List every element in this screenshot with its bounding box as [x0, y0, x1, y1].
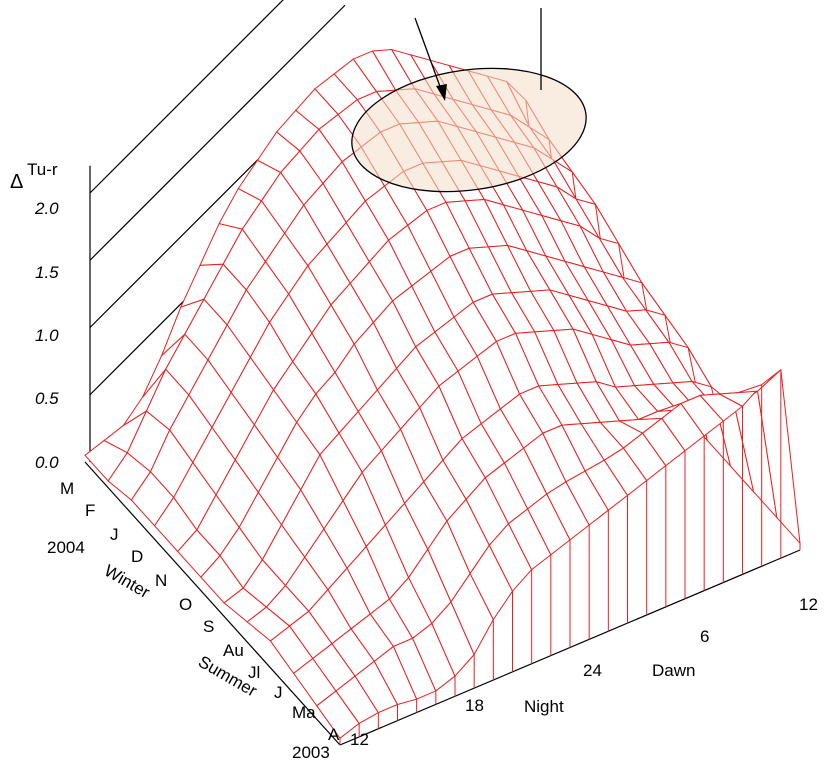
month-tick: N [155, 571, 167, 590]
time-tick: 18 [465, 696, 484, 715]
highlight-ellipse [351, 67, 587, 193]
month-tick: J [110, 525, 119, 544]
month-annotation: Winter [101, 561, 153, 602]
annotation-arrow-line [414, 17, 443, 93]
month-tick: O [179, 595, 192, 614]
month-tick: D [131, 547, 143, 566]
z-tick: 0.5 [35, 389, 59, 408]
month-tick: Ma [292, 703, 316, 722]
month-tick: J [274, 683, 283, 702]
time-annotation: Night [524, 697, 564, 716]
time-tick: 12 [350, 730, 369, 749]
annotation-arrowhead [436, 84, 447, 101]
month-tick: Jl [248, 663, 260, 682]
time-tick: 12 [799, 595, 818, 614]
z-tick: 2.0 [34, 199, 59, 218]
month-tick: M [60, 479, 74, 498]
z-axis-label-superscript: Tu-r [27, 160, 58, 179]
z-axis-label: Δ [10, 171, 23, 193]
month-annotation: 2004 [47, 538, 85, 557]
annotation-arrows [414, 8, 542, 101]
month-tick: Au [223, 641, 244, 660]
time-annotation: Dawn [652, 661, 695, 680]
month-annotation: 2003 [292, 743, 330, 762]
z-tick: 1.5 [35, 263, 59, 282]
month-axis-line [84, 461, 341, 746]
z-tick: 0.0 [35, 453, 59, 472]
highlight-region [351, 67, 587, 193]
month-tick: A [328, 725, 340, 744]
z-tick: 1.0 [35, 326, 59, 345]
z-gridline [89, 4, 346, 261]
month-tick: S [203, 617, 214, 636]
time-tick: 6 [700, 627, 709, 646]
time-tick: 24 [583, 661, 602, 680]
z-gridline [89, 0, 284, 194]
month-tick: F [85, 501, 95, 520]
z-axis-lines [84, 0, 801, 746]
